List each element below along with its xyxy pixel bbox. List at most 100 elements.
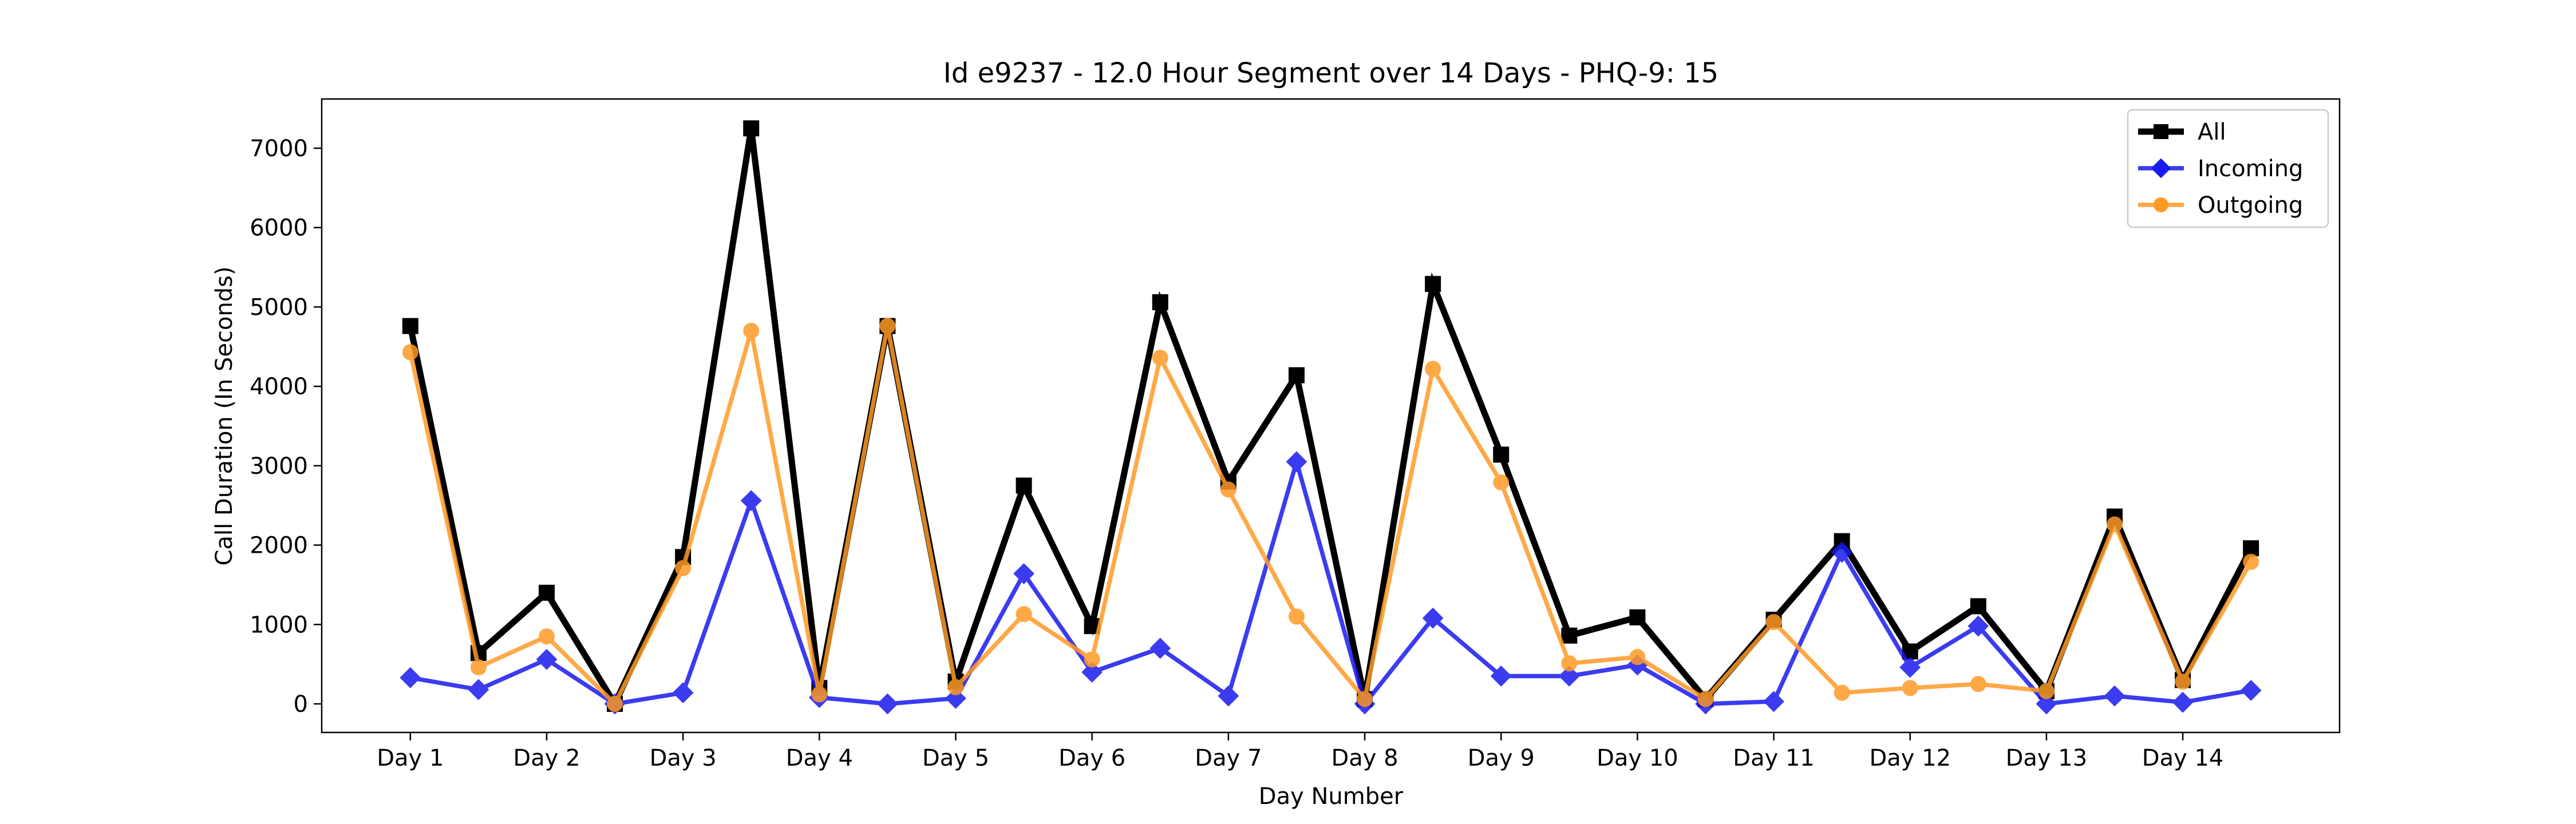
data-point-incoming bbox=[468, 679, 489, 700]
data-point-incoming bbox=[740, 490, 762, 512]
data-point-all bbox=[1288, 367, 1305, 383]
legend: All Incoming Outgoing bbox=[2127, 109, 2329, 228]
data-point-all bbox=[743, 120, 760, 137]
y-tick-label: 3000 bbox=[250, 453, 308, 480]
legend-label: Outgoing bbox=[2198, 192, 2303, 219]
data-point-outgoing bbox=[1152, 350, 1168, 366]
data-point-all bbox=[402, 318, 418, 334]
plot-area bbox=[400, 120, 2262, 715]
y-tick-label: 6000 bbox=[250, 215, 308, 241]
x-tick-label: Day 12 bbox=[1869, 745, 1951, 771]
data-point-outgoing bbox=[1084, 651, 1100, 668]
data-point-outgoing bbox=[947, 679, 964, 695]
data-point-outgoing bbox=[2038, 683, 2055, 699]
series-line-incoming bbox=[410, 454, 2251, 709]
data-point-outgoing bbox=[2107, 516, 2123, 533]
series-line-outgoing bbox=[408, 326, 2253, 708]
data-point-incoming bbox=[1013, 563, 1035, 584]
data-point-all bbox=[1084, 618, 1100, 635]
series-outgoing bbox=[402, 318, 2259, 712]
x-tick-label: Day 10 bbox=[1597, 745, 1678, 771]
x-tick-label: Day 13 bbox=[2006, 745, 2088, 771]
x-tick-label: Day 14 bbox=[2142, 745, 2224, 771]
legend-marker-outgoing bbox=[2154, 197, 2168, 212]
data-point-outgoing bbox=[1902, 680, 1918, 696]
data-point-incoming bbox=[536, 648, 558, 670]
data-point-incoming bbox=[877, 693, 898, 715]
data-point-incoming bbox=[1490, 665, 1512, 687]
x-tick-label: Day 5 bbox=[922, 745, 989, 771]
data-point-incoming bbox=[1558, 665, 1580, 687]
data-point-all bbox=[538, 584, 555, 601]
x-tick-label: Day 3 bbox=[650, 745, 717, 771]
plot-frame bbox=[321, 98, 2341, 734]
x-tick-label: Day 11 bbox=[1733, 745, 1815, 771]
data-point-incoming bbox=[1218, 685, 1239, 707]
x-tick-label: Day 9 bbox=[1468, 745, 1535, 771]
y-axis-title: Call Duration (In Seconds) bbox=[211, 267, 238, 566]
y-tick-label: 0 bbox=[294, 691, 308, 718]
data-point-incoming bbox=[2104, 685, 2125, 707]
x-tick-label: Day 4 bbox=[786, 745, 853, 771]
x-axis-title: Day Number bbox=[1259, 783, 1404, 810]
data-point-outgoing bbox=[1493, 474, 1510, 491]
data-point-all bbox=[1493, 446, 1510, 463]
legend-label: Incoming bbox=[2198, 156, 2303, 182]
legend-marker-incoming bbox=[2151, 158, 2171, 179]
x-tick-label: Day 2 bbox=[513, 745, 580, 771]
data-point-outgoing bbox=[1834, 684, 1850, 701]
data-point-incoming bbox=[1422, 607, 1444, 629]
data-point-all bbox=[1425, 276, 1441, 292]
data-point-incoming bbox=[672, 682, 694, 704]
data-point-outgoing bbox=[1561, 655, 1578, 672]
y-tick-label: 1000 bbox=[250, 612, 308, 638]
data-point-incoming bbox=[1899, 656, 1921, 678]
data-point-incoming bbox=[1149, 637, 1171, 659]
data-point-outgoing bbox=[1629, 649, 1646, 665]
y-tick-label: 4000 bbox=[250, 374, 308, 400]
data-point-outgoing bbox=[2243, 553, 2259, 570]
legend-label: All bbox=[2198, 119, 2226, 145]
x-tick-label: Day 7 bbox=[1195, 745, 1262, 771]
data-point-all bbox=[1016, 477, 1032, 494]
data-point-incoming bbox=[2240, 680, 2262, 701]
data-point-outgoing bbox=[1970, 676, 1986, 692]
y-tick-label: 7000 bbox=[250, 136, 308, 162]
data-point-outgoing bbox=[1288, 608, 1305, 625]
data-point-outgoing bbox=[743, 323, 760, 339]
data-point-incoming bbox=[1967, 615, 1989, 637]
x-tick-label: Day 6 bbox=[1058, 745, 1125, 771]
chart-title: Id e9237 - 12.0 Hour Segment over 14 Day… bbox=[943, 57, 1718, 89]
data-point-outgoing bbox=[607, 696, 623, 712]
data-point-outgoing bbox=[675, 560, 692, 576]
axes: 0 1000 2000 3000 4000 5000 6000 7000 Day 1 Day 2 D… bbox=[250, 136, 2223, 771]
data-point-outgoing bbox=[1357, 691, 1373, 707]
y-tick-label: 2000 bbox=[250, 533, 308, 559]
data-point-outgoing bbox=[811, 686, 828, 703]
data-point-incoming bbox=[1081, 661, 1103, 683]
data-point-outgoing bbox=[2175, 674, 2191, 690]
data-point-incoming bbox=[1763, 691, 1784, 712]
data-point-all bbox=[1629, 609, 1646, 625]
x-tick-label: Day 1 bbox=[377, 745, 444, 771]
y-tick-label: 5000 bbox=[250, 294, 308, 320]
legend-marker-all bbox=[2154, 124, 2168, 139]
data-point-outgoing bbox=[1765, 614, 1782, 631]
data-point-incoming bbox=[2172, 691, 2194, 713]
data-point-outgoing bbox=[538, 628, 555, 645]
data-point-outgoing bbox=[470, 659, 487, 676]
data-point-incoming bbox=[400, 667, 421, 688]
data-point-all bbox=[1152, 294, 1168, 311]
data-point-all bbox=[1561, 627, 1578, 644]
data-point-outgoing bbox=[1220, 481, 1236, 498]
data-point-incoming bbox=[1286, 451, 1307, 473]
data-point-outgoing bbox=[1425, 360, 1441, 377]
data-point-incoming bbox=[2036, 693, 2057, 715]
data-point-incoming bbox=[1831, 541, 1853, 563]
x-tick-label: Day 8 bbox=[1331, 745, 1398, 771]
data-point-outgoing bbox=[402, 344, 418, 360]
legend-box bbox=[2127, 109, 2329, 228]
series-line-all bbox=[407, 128, 2254, 711]
data-point-outgoing bbox=[879, 318, 896, 334]
